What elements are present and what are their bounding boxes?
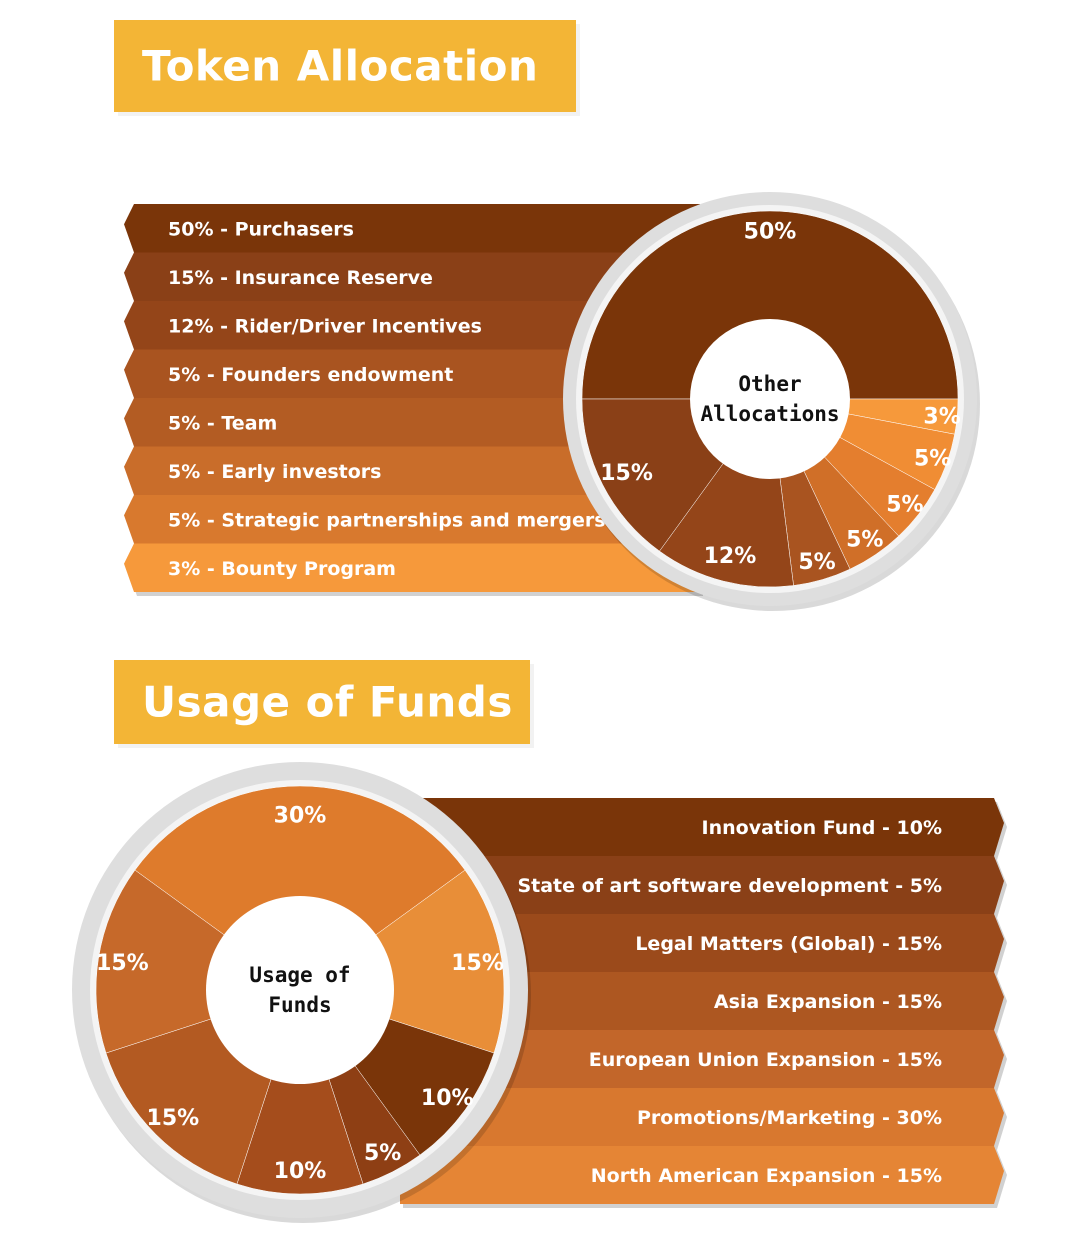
- bar-label: 5% - Strategic partnerships and mergers: [168, 509, 606, 531]
- allocation-bar: [124, 543, 700, 592]
- allocation-bar: [124, 398, 700, 447]
- pie-center: [206, 896, 394, 1084]
- slice-label: 5%: [914, 447, 951, 472]
- usage-of-funds-chart: Innovation Fund - 10% State of art softwa…: [72, 762, 1007, 1223]
- allocation-bar: [124, 252, 700, 301]
- bar-label: North American Expansion - 15%: [591, 1165, 942, 1187]
- slice-label: 5%: [364, 1141, 401, 1166]
- allocation-bar: [400, 1088, 1004, 1146]
- slice-label: 5%: [886, 493, 923, 518]
- slice-label: 12%: [704, 544, 757, 569]
- bar-label: Asia Expansion - 15%: [714, 991, 942, 1013]
- slice-label: 5%: [846, 527, 883, 552]
- bar-label: Promotions/Marketing - 30%: [637, 1107, 942, 1129]
- token-allocation-title: Token Allocation: [114, 20, 576, 112]
- pie-slice: [299, 869, 505, 1054]
- pie-slice: [236, 989, 364, 1195]
- allocation-bar: [400, 914, 1004, 972]
- bar-label: 15% - Insurance Reserve: [168, 267, 433, 289]
- allocation-bar: [124, 446, 700, 495]
- allocation-bar: [124, 301, 700, 350]
- slice-label: 10%: [274, 1159, 327, 1184]
- allocation-bar: [400, 1030, 1004, 1088]
- token-allocation-title-text: Token Allocation: [142, 41, 539, 91]
- slice-label: 5%: [798, 550, 835, 575]
- bar-label: Legal Matters (Global) - 15%: [635, 933, 942, 955]
- pie-slice: [134, 785, 466, 991]
- bar-label: Innovation Fund - 10%: [702, 817, 942, 839]
- slice-label: 10%: [421, 1086, 474, 1111]
- slice-label: 15%: [96, 951, 149, 976]
- allocation-bar: [124, 495, 700, 544]
- allocation-bar: [400, 798, 1004, 856]
- slice-label: 15%: [451, 951, 504, 976]
- bar-label: 12% - Rider/Driver Incentives: [168, 315, 482, 337]
- allocation-bar: [124, 204, 700, 253]
- center-label: Other: [738, 372, 801, 396]
- allocation-bar: [124, 349, 700, 398]
- center-label: Allocations: [700, 402, 839, 426]
- pie-center: [690, 319, 850, 479]
- pie-slice: [95, 869, 301, 1054]
- slice-label: 50%: [744, 219, 797, 244]
- slice-label: 30%: [274, 804, 327, 829]
- center-label: Usage of: [249, 963, 350, 987]
- bar-label: State of art software development - 5%: [517, 875, 942, 897]
- allocation-bar: [400, 1146, 1004, 1204]
- bar-label: 5% - Founders endowment: [168, 364, 453, 386]
- slice-label: 3%: [923, 404, 960, 429]
- pie-slice: [581, 210, 959, 400]
- usage-of-funds-title-text: Usage of Funds: [142, 677, 513, 727]
- slice-label: 15%: [147, 1106, 200, 1131]
- token-allocation-chart: 50% - Purchasers 15% - Insurance Reserve 1…: [124, 192, 980, 611]
- allocation-bar: [400, 972, 1004, 1030]
- bar-label: 3% - Bounty Program: [168, 558, 396, 580]
- slice-label: 15%: [600, 461, 653, 486]
- bar-label: 5% - Early investors: [168, 461, 382, 483]
- usage-of-funds-title: Usage of Funds: [114, 660, 530, 744]
- bar-label: European Union Expansion - 15%: [589, 1049, 942, 1071]
- allocation-bar: [400, 856, 1004, 914]
- bar-label: 5% - Team: [168, 412, 277, 434]
- bar-label: 50% - Purchasers: [168, 218, 354, 240]
- center-label: Funds: [268, 993, 331, 1017]
